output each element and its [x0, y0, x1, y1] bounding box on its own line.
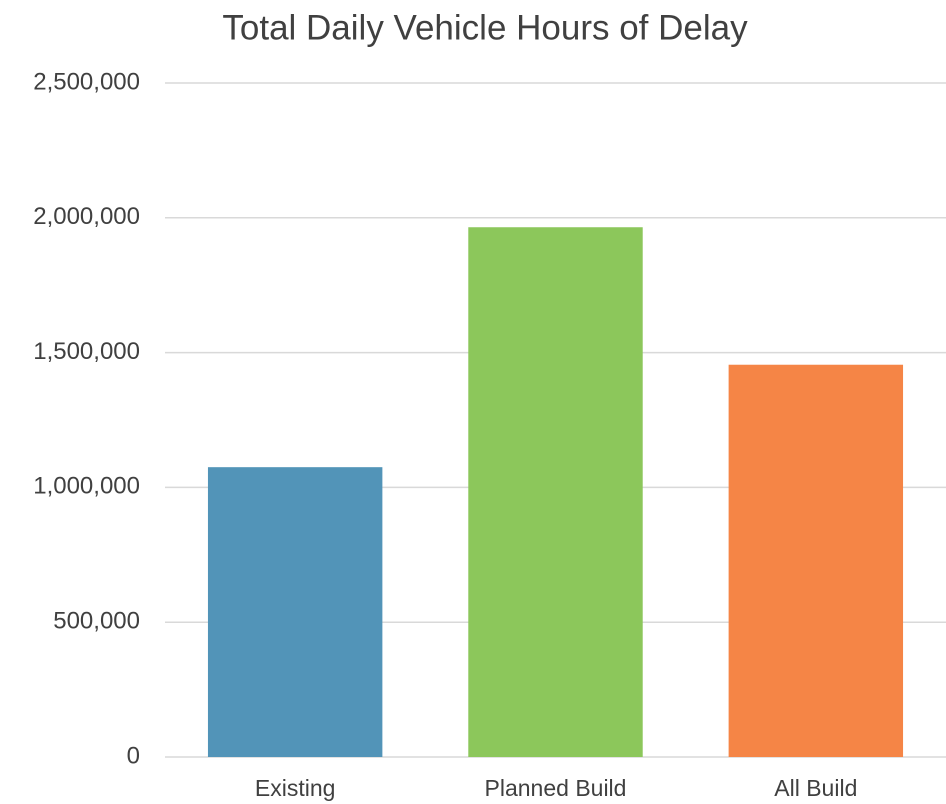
- y-tick-label: 2,500,000: [33, 68, 140, 95]
- x-tick-label: Existing: [255, 775, 336, 801]
- bar: [207, 467, 383, 757]
- y-tick-label: 500,000: [53, 608, 140, 635]
- x-tick-label: All Build: [774, 775, 857, 801]
- y-tick-label: 1,000,000: [33, 473, 140, 500]
- bar: [728, 364, 904, 757]
- y-tick-label: 0: [127, 742, 140, 769]
- y-tick-label: 1,500,000: [33, 338, 140, 365]
- chart-title: Total Daily Vehicle Hours of Delay: [222, 8, 748, 47]
- y-tick-label: 2,000,000: [33, 203, 140, 230]
- x-tick-label: Planned Build: [485, 775, 627, 801]
- bar: [468, 227, 643, 758]
